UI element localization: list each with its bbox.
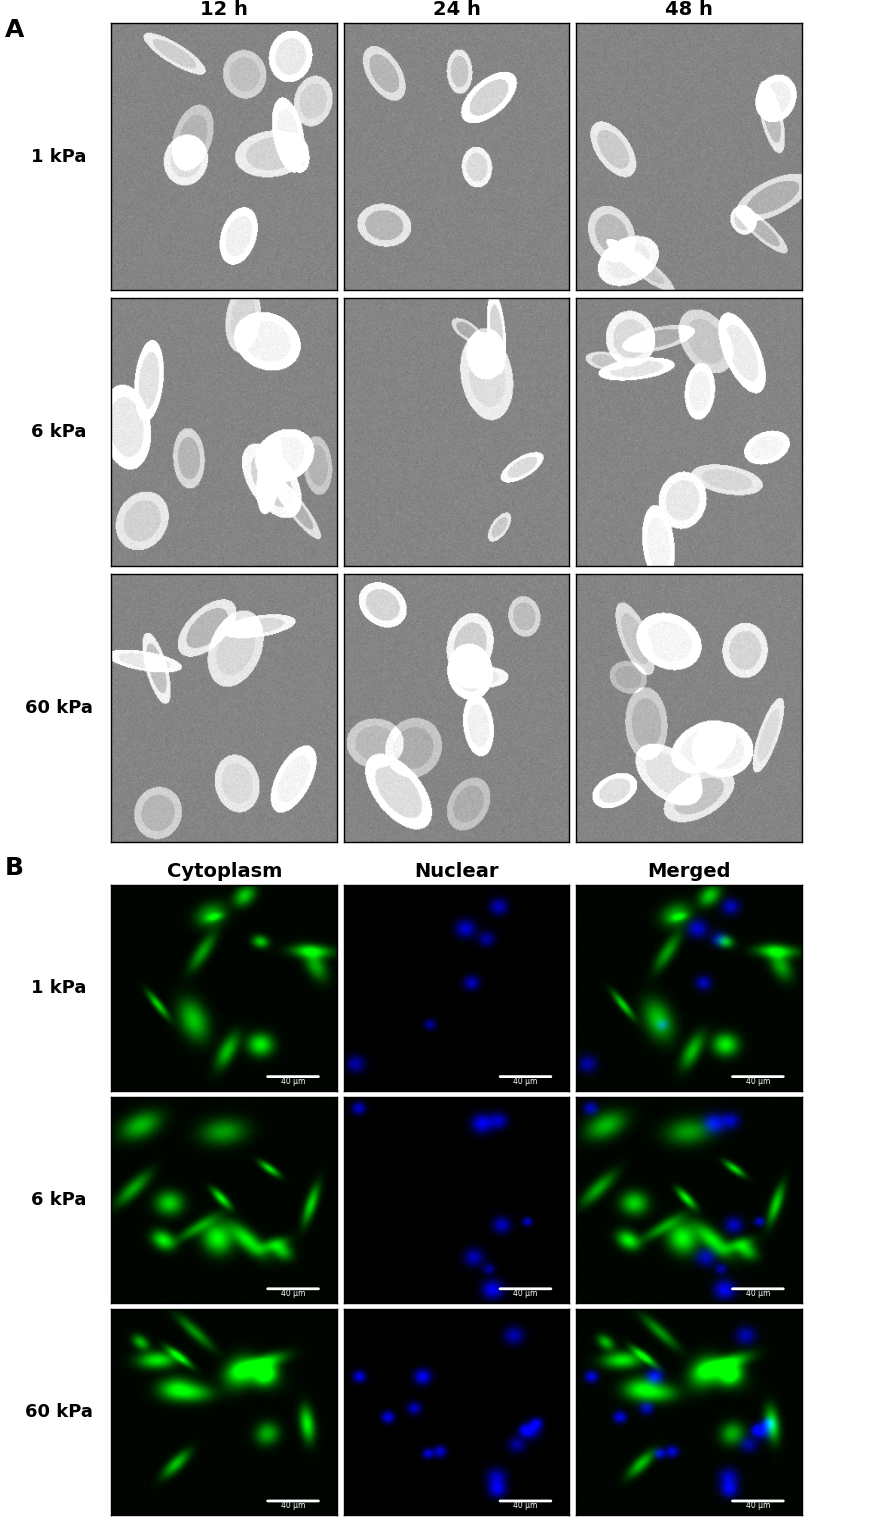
- Y-axis label: 60 kPa: 60 kPa: [25, 699, 93, 717]
- Title: 24 h: 24 h: [433, 0, 480, 18]
- Text: 40 μm: 40 μm: [513, 1077, 537, 1086]
- Text: 40 μm: 40 μm: [513, 1502, 537, 1511]
- Y-axis label: 1 kPa: 1 kPa: [31, 979, 86, 998]
- Text: 40 μm: 40 μm: [281, 1077, 306, 1086]
- Y-axis label: 6 kPa: 6 kPa: [31, 1191, 86, 1209]
- Text: 40 μm: 40 μm: [281, 1288, 306, 1298]
- Y-axis label: 6 kPa: 6 kPa: [31, 423, 86, 442]
- Text: A: A: [4, 18, 24, 43]
- Text: 40 μm: 40 μm: [281, 1502, 306, 1511]
- Title: Nuclear: Nuclear: [414, 862, 499, 880]
- Title: 12 h: 12 h: [200, 0, 248, 18]
- Text: 40 μm: 40 μm: [746, 1288, 770, 1298]
- Title: Merged: Merged: [648, 862, 731, 880]
- Y-axis label: 60 kPa: 60 kPa: [25, 1403, 93, 1421]
- Title: 48 h: 48 h: [666, 0, 713, 18]
- Text: 40 μm: 40 μm: [746, 1502, 770, 1511]
- Text: B: B: [4, 856, 23, 880]
- Title: Cytoplasm: Cytoplasm: [167, 862, 282, 880]
- Y-axis label: 1 kPa: 1 kPa: [31, 148, 86, 166]
- Text: 40 μm: 40 μm: [513, 1288, 537, 1298]
- Text: 40 μm: 40 μm: [746, 1077, 770, 1086]
